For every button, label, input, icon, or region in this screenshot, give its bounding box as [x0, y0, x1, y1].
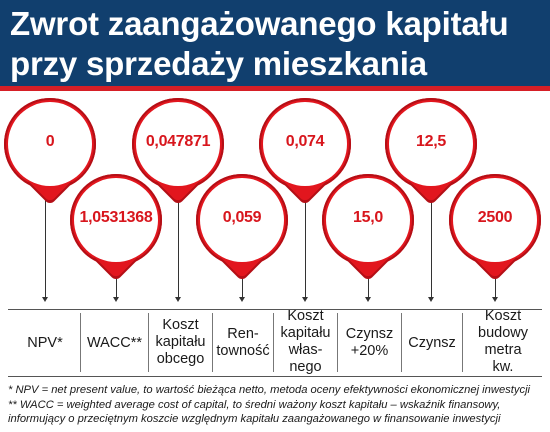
label-rentownosc: Ren- towność	[216, 326, 270, 359]
column-divider	[212, 313, 213, 372]
connector-czynsz	[431, 194, 432, 298]
footnote-wacc: ** WACC = weighted average cost of capit…	[8, 399, 501, 411]
column-divider	[273, 313, 274, 372]
table-top-rule	[8, 309, 542, 310]
connector-czynsz-20	[368, 270, 369, 298]
pin-czynsz: 12,5	[385, 98, 477, 190]
value-czynsz: 12,5	[416, 133, 446, 150]
connector-koszt-wlasnego	[305, 194, 306, 298]
pin-wacc: 1,0531368	[70, 174, 162, 266]
connector-wacc	[116, 270, 117, 298]
label-czynsz: Czynsz	[408, 335, 456, 351]
title-line-1: Zwrot zaangażowanego kapitału	[10, 5, 509, 42]
arrow-koszt-wlasnego-icon	[302, 297, 308, 302]
header-banner: Zwrot zaangażowanego kapitału przy sprze…	[0, 0, 550, 86]
pin-koszt-budowy: 2500	[449, 174, 541, 266]
connector-koszt-obcego	[178, 194, 179, 298]
label-czynsz-20: Czynsz +20%	[345, 326, 394, 359]
footnote-npv: * NPV = net present value, to wartość bi…	[8, 384, 531, 396]
table-bottom-rule	[8, 376, 542, 377]
accent-band	[0, 86, 550, 91]
title-line-2: przy sprzedaży mieszkania	[10, 45, 427, 82]
pin-koszt-kapitalu-wlasnego: 0,074	[259, 98, 351, 190]
arrow-czynsz-20-icon	[365, 297, 371, 302]
label-npv: NPV*	[27, 335, 63, 351]
label-wacc: WACC**	[86, 335, 143, 351]
arrow-koszt-budowy-icon	[492, 297, 498, 302]
pin-rentownosc: 0,059	[196, 174, 288, 266]
connector-npv	[45, 194, 46, 298]
column-divider	[148, 313, 149, 372]
column-divider	[401, 313, 402, 372]
value-koszt-kapitalu-obcego: 0,047871	[145, 133, 211, 150]
pin-koszt-kapitalu-obcego: 0,047871	[132, 98, 224, 190]
arrow-koszt-obcego-icon	[175, 297, 181, 302]
arrow-npv-icon	[42, 297, 48, 302]
value-wacc: 1,0531368	[79, 209, 153, 226]
arrow-wacc-icon	[113, 297, 119, 302]
value-rentownosc: 0,059	[222, 209, 262, 226]
connector-rentownosc	[242, 270, 243, 298]
value-czynsz-20: 15,0	[353, 209, 383, 226]
connector-koszt-budowy	[495, 270, 496, 298]
value-koszt-kapitalu-wlasnego: 0,074	[285, 133, 325, 150]
pin-czynsz-20: 15,0	[322, 174, 414, 266]
column-divider	[337, 313, 338, 372]
arrow-czynsz-icon	[428, 297, 434, 302]
label-koszt-budowy: Koszt budowy metra kw.	[478, 308, 528, 375]
label-koszt-kapitalu-wlasnego: Koszt kapitału włas- nego	[280, 308, 331, 375]
label-koszt-kapitalu-obcego: Koszt kapitału obcego	[155, 317, 206, 367]
value-koszt-budowy: 2500	[477, 209, 513, 226]
arrow-rentownosc-icon	[239, 297, 245, 302]
value-npv: 0	[45, 133, 55, 150]
footnote-wacc-continued: informujący o przeciętnym koszcie względ…	[8, 413, 501, 425]
column-divider	[462, 313, 463, 372]
pin-npv: 0	[4, 98, 96, 190]
column-divider	[80, 313, 81, 372]
